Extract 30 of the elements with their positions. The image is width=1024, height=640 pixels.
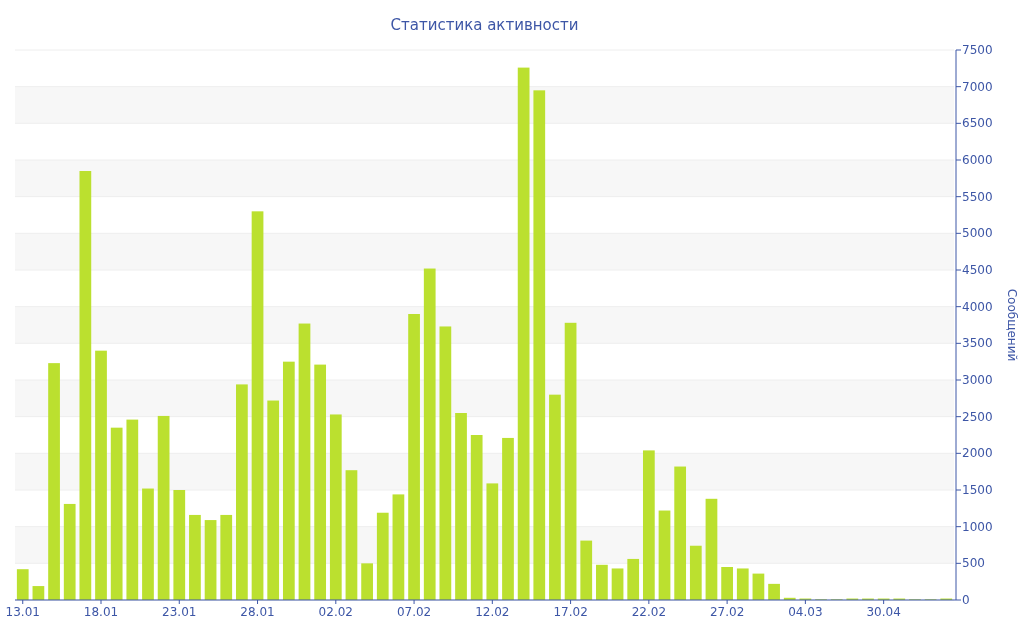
y2-tick-label: 4000 xyxy=(962,299,993,314)
x-tick-label: 12.02 xyxy=(475,605,510,619)
y2-tick-label: 1000 xyxy=(962,519,993,534)
y2-tick-label: 3000 xyxy=(962,373,993,387)
x-tick-label: 07.02 xyxy=(396,605,432,619)
x-tick-label: 17.02 xyxy=(553,605,588,619)
x-tick-label: 23.01 xyxy=(162,605,197,619)
y2-tick-label: 5500 xyxy=(962,189,993,204)
y2-axis-title: Сообщений xyxy=(1005,288,1019,362)
x-tick-label: 04.03 xyxy=(788,605,823,619)
y2-tick-label: 2000 xyxy=(962,446,993,461)
x-tick-label: 13.01 xyxy=(5,605,40,619)
y2-tick-label: 500 xyxy=(962,556,985,571)
x-tick-label: 22.02 xyxy=(631,605,667,619)
y2-tick-label: 2500 xyxy=(962,409,993,424)
x-tick-label: 27.02 xyxy=(709,605,745,619)
x-tick-label: 30.04 xyxy=(866,605,901,619)
y2-tick-label: 7000 xyxy=(962,79,993,94)
y2-tick-label: 6500 xyxy=(962,116,993,131)
y2-tick-label: 6000 xyxy=(962,153,993,167)
x-tick-label: 18.01 xyxy=(83,605,119,619)
y2-tick-label: 3500 xyxy=(962,336,993,351)
y2-tick-label: 7500 xyxy=(962,43,993,57)
chart-title: Статистика активности xyxy=(390,16,579,34)
y2-tick-label: 1500 xyxy=(962,483,993,497)
x-tick-label: 02.02 xyxy=(318,605,353,619)
x-tick-label: 28.01 xyxy=(240,605,275,619)
y2-tick-label: 4500 xyxy=(962,263,993,277)
y2-tick-label: 0 xyxy=(962,593,970,607)
y2-tick-label: 5000 xyxy=(962,226,993,241)
